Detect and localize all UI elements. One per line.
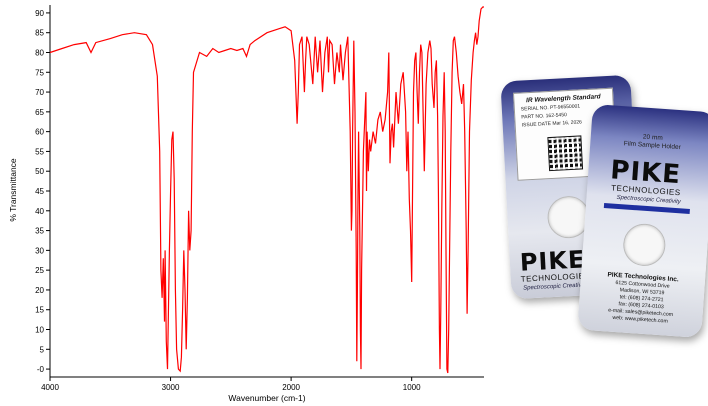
y-tick-label: -0: [37, 365, 45, 374]
y-tick-label: 20: [35, 286, 44, 295]
y-tick-label: 60: [35, 128, 44, 137]
y-tick-label: 45: [35, 187, 44, 196]
y-axis-label: % Transmittance: [8, 158, 18, 222]
y-tick-label: 85: [35, 29, 44, 38]
serial-value: PT-96550001: [549, 103, 581, 111]
logo-tagline: Spectroscopic Creativity: [523, 282, 588, 292]
qr-code-icon: [547, 135, 584, 172]
serial-label: SERIAL NO.: [520, 105, 549, 113]
x-tick-label: 1000: [403, 383, 421, 392]
sample-window: [621, 222, 667, 268]
x-axis-label: Wavenumber (cm-1): [228, 393, 305, 403]
ir-spectrum-chart: -0 5 10 15 20 25 30 35 40 45 50 55 60 65 70 75 80 85 90 40…: [8, 5, 484, 403]
x-tick-label: 3000: [162, 383, 180, 392]
x-tick-label: 2000: [282, 383, 300, 392]
issue-value: Mar 16, 2026: [552, 119, 583, 127]
y-tick-label: 35: [35, 227, 44, 236]
company-info: PIKE Technologies Inc. 6125 Cottonwood D…: [582, 270, 701, 328]
film-sample-holder-card: 20 mm Film Sample Holder PIKE TECHNOLOGI…: [577, 103, 708, 339]
y-tick-label: 55: [35, 147, 44, 156]
y-tick-label: 25: [35, 266, 44, 275]
y-tick-label: 40: [35, 207, 44, 216]
x-ticks: 4000 3000 2000 1000: [41, 377, 421, 392]
y-tick-label: 15: [35, 306, 44, 315]
y-tick-label: 50: [35, 167, 44, 176]
y-tick-label: 70: [35, 88, 44, 97]
y-tick-label: 30: [35, 246, 44, 255]
holder-title: 20 mm Film Sample Holder: [600, 131, 705, 154]
y-tick-label: 10: [35, 326, 44, 335]
part-label: PART NO.: [521, 113, 545, 121]
series-line: [49, 6, 484, 374]
y-tick-label: 65: [35, 108, 44, 117]
y-tick-label: 5: [40, 345, 45, 354]
issue-label: ISSUE DATE: [521, 120, 552, 129]
y-tick-label: 80: [35, 48, 44, 57]
y-tick-label: 90: [35, 9, 44, 18]
y-tick-label: 75: [35, 68, 44, 77]
y-ticks: -0 5 10 15 20 25 30 35 40 45 50 55 60 65 70 75 80 85 90: [35, 9, 50, 374]
x-tick-label: 4000: [41, 383, 59, 392]
part-value: 162-5450: [545, 112, 567, 120]
plot-area: [50, 5, 484, 377]
